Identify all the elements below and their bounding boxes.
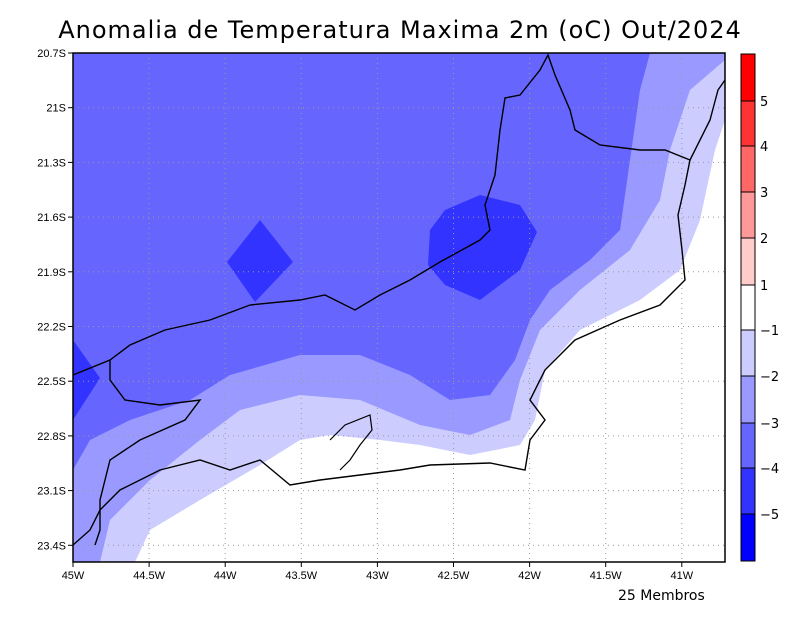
y-tick-label: 22.5S xyxy=(37,376,66,388)
colorbar-label: −4 xyxy=(760,462,779,477)
colorbar-segment xyxy=(740,375,756,424)
y-axis-ticks: 20.7S 21S 21.3S 21.6S 21.9S 22.2S 22.5S 22.8S 23… xyxy=(37,48,73,552)
y-tick-label: 21.9S xyxy=(37,267,66,279)
colorbar-segment xyxy=(740,284,756,331)
y-tick-label: 22.2S xyxy=(37,322,66,334)
colorbar-segment xyxy=(740,100,756,147)
x-tick-label: 41W xyxy=(670,570,693,582)
y-tick-label: 22.8S xyxy=(37,431,66,443)
x-tick-label: 42W xyxy=(518,570,541,582)
members-label: 25 Membros xyxy=(618,588,705,604)
colorbar-segment xyxy=(740,329,756,377)
y-tick-label: 20.7S xyxy=(37,48,66,60)
contour-minus1-plus1 xyxy=(135,120,725,562)
colorbar-segment xyxy=(740,191,756,239)
y-tick-label: 21.6S xyxy=(37,212,66,224)
colorbar-label: 5 xyxy=(760,95,768,110)
colorbar-label: −2 xyxy=(760,370,779,385)
state-border xyxy=(94,360,202,546)
colorbar-segment xyxy=(740,422,756,469)
x-tick-label: 43W xyxy=(366,570,389,582)
guanabara-bay xyxy=(329,414,373,471)
x-tick-label: 45W xyxy=(62,570,85,582)
x-tick-label: 43.5W xyxy=(285,570,317,582)
y-tick-label: 23.4S xyxy=(37,540,66,552)
contour-minus4-minus5 xyxy=(428,195,537,300)
colorbar-label: 3 xyxy=(760,186,768,201)
contour-minus4-minus5 xyxy=(227,220,293,302)
x-tick-label: 41.5W xyxy=(590,570,622,582)
colorbar-segment xyxy=(740,513,756,562)
state-border xyxy=(73,53,691,376)
colorbar-segment xyxy=(740,237,756,286)
colorbar-label: −3 xyxy=(760,417,779,432)
map-title: Anomalia de Temperatura Maxima 2m (oC) O… xyxy=(58,16,742,44)
colorbar-segment xyxy=(740,467,756,515)
colorbar-segment xyxy=(740,53,756,102)
colorbar-label: 2 xyxy=(760,232,768,247)
x-tick-label: 44.5W xyxy=(133,570,165,582)
colorbar-label: −5 xyxy=(760,508,779,523)
colorbar: 5 4 3 2 1 −1 −2 −3 −4 −5 xyxy=(740,53,779,562)
x-tick-label: 44W xyxy=(214,570,237,582)
coastline xyxy=(73,79,725,546)
gridlines xyxy=(73,53,725,562)
anomaly-field xyxy=(73,53,725,562)
y-tick-label: 23.1S xyxy=(37,486,66,498)
x-axis-ticks: 45W 44.5W 44W 43.5W 43W 42.5W 42W 41.5W 41W xyxy=(62,562,694,582)
x-tick-label: 42.5W xyxy=(438,570,470,582)
y-tick-label: 21.3S xyxy=(37,157,66,169)
colorbar-label: 1 xyxy=(760,279,768,294)
colorbar-label: 4 xyxy=(760,140,768,155)
contour-minus4-minus5 xyxy=(73,340,100,420)
y-tick-label: 21S xyxy=(46,103,66,115)
colorbar-segment xyxy=(740,145,756,193)
plot-frame xyxy=(72,52,726,563)
colorbar-label: −1 xyxy=(760,324,779,339)
